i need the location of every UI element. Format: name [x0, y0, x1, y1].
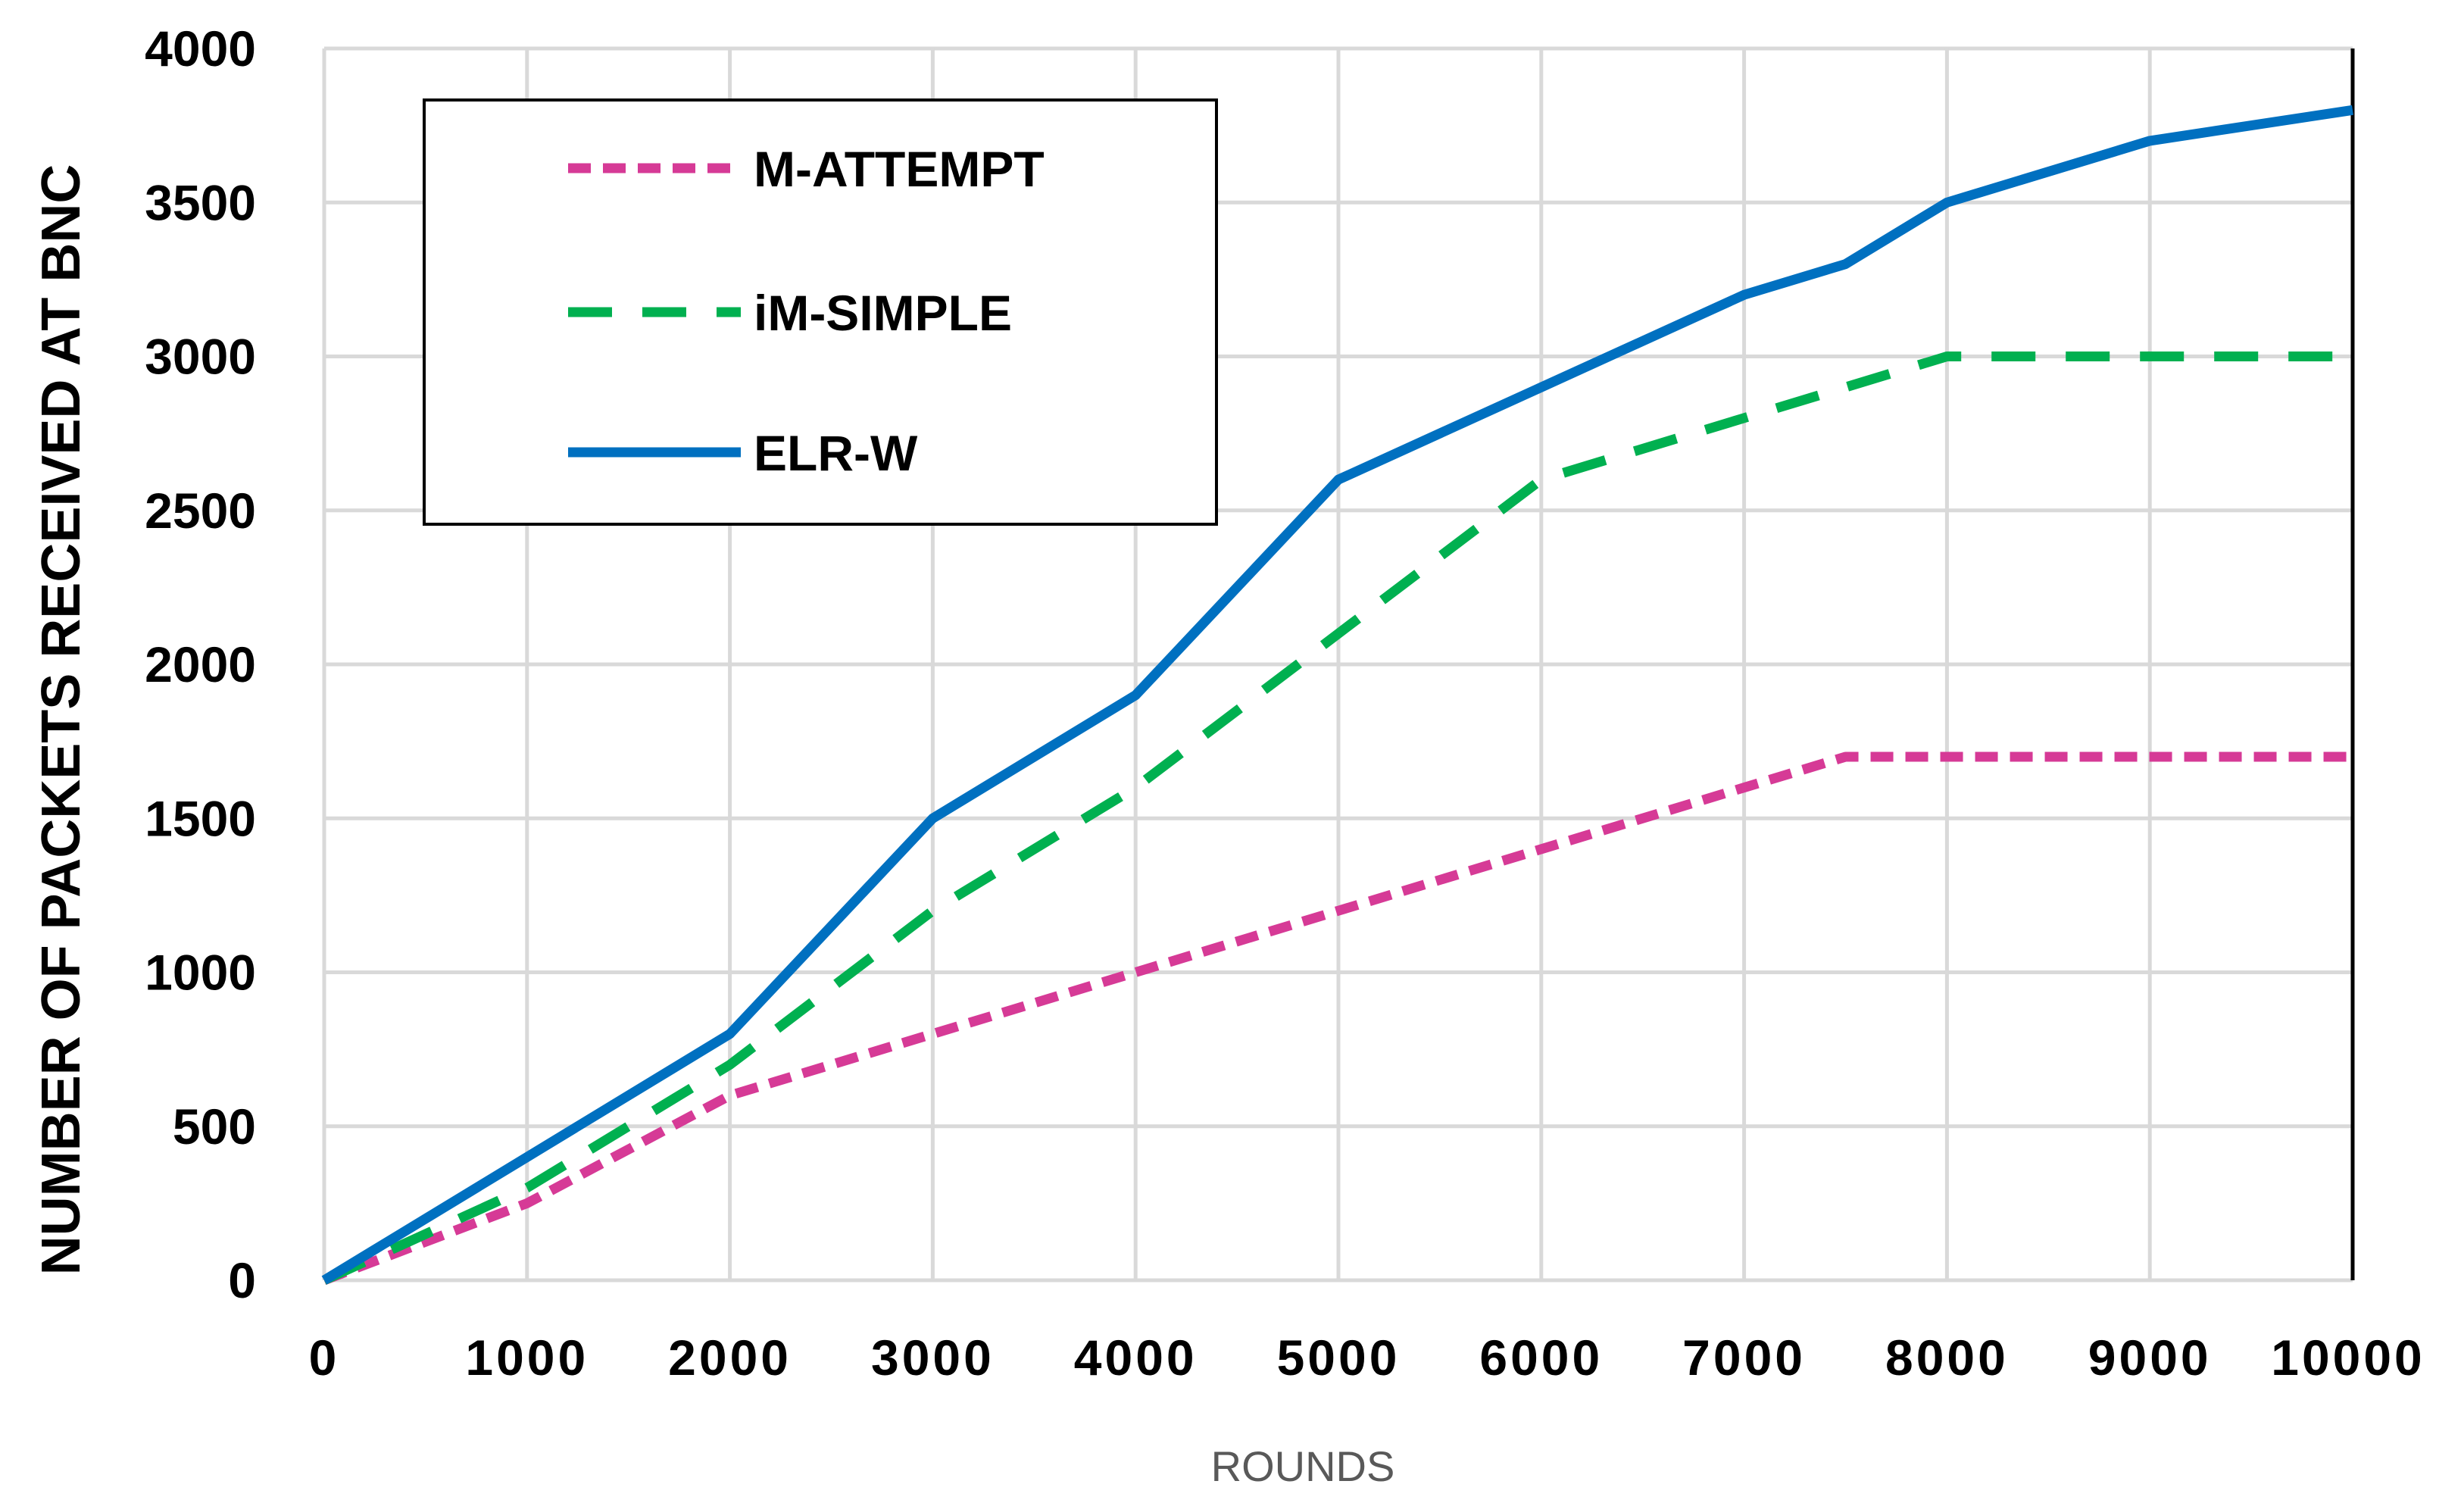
x-tick-label: 3000 [871, 1329, 995, 1386]
y-tick-label: 3000 [145, 329, 256, 385]
x-tick-label: 4000 [1074, 1329, 1198, 1386]
y-axis-label: NUMBER OF PACKETS RECEIVED AT BNC [31, 164, 92, 1276]
legend-box [423, 98, 1218, 526]
legend: M-ATTEMPT iM-SIMPLE ELR-W [423, 98, 1218, 526]
y-tick-label: 500 [173, 1098, 256, 1154]
y-tick-label: 0 [228, 1252, 256, 1308]
legend-label-elr-w: ELR-W [754, 425, 918, 481]
x-tick-label: 0 [309, 1329, 340, 1386]
y-tick-label: 1000 [145, 945, 256, 1001]
x-tick-label: 10000 [2271, 1329, 2425, 1386]
axes [324, 48, 2355, 1283]
x-axis-label: ROUNDS [1211, 1442, 1395, 1490]
x-tick-label: 8000 [1885, 1329, 2009, 1386]
y-tick-label: 2000 [145, 636, 256, 692]
y-tick-label: 4000 [145, 20, 256, 77]
series-line-m-attempt [322, 751, 2353, 1286]
x-tick-label: 6000 [1479, 1329, 1603, 1386]
x-tick-label: 2000 [668, 1329, 792, 1386]
legend-label-m-attempt: M-ATTEMPT [754, 141, 1045, 197]
x-tick-label: 1000 [465, 1329, 589, 1386]
y-tick-label: 3500 [145, 174, 256, 230]
x-tick-label: 9000 [2088, 1329, 2212, 1386]
series-line-elr-w [321, 105, 2353, 1285]
x-tick-label: 7000 [1682, 1329, 1806, 1386]
y-tick-label: 1500 [145, 790, 256, 846]
x-tick-label: 5000 [1277, 1329, 1401, 1386]
y-tick-labels: 0 500 1000 1500 2000 2500 3000 3500 4000 [145, 20, 256, 1308]
y-tick-label: 2500 [145, 483, 256, 539]
legend-label-im-simple: iM-SIMPLE [754, 285, 1012, 341]
x-tick-labels: 0 1000 2000 3000 4000 5000 6000 7000 8000 9000 100… [309, 1329, 2425, 1386]
series-lines [321, 105, 2353, 1286]
